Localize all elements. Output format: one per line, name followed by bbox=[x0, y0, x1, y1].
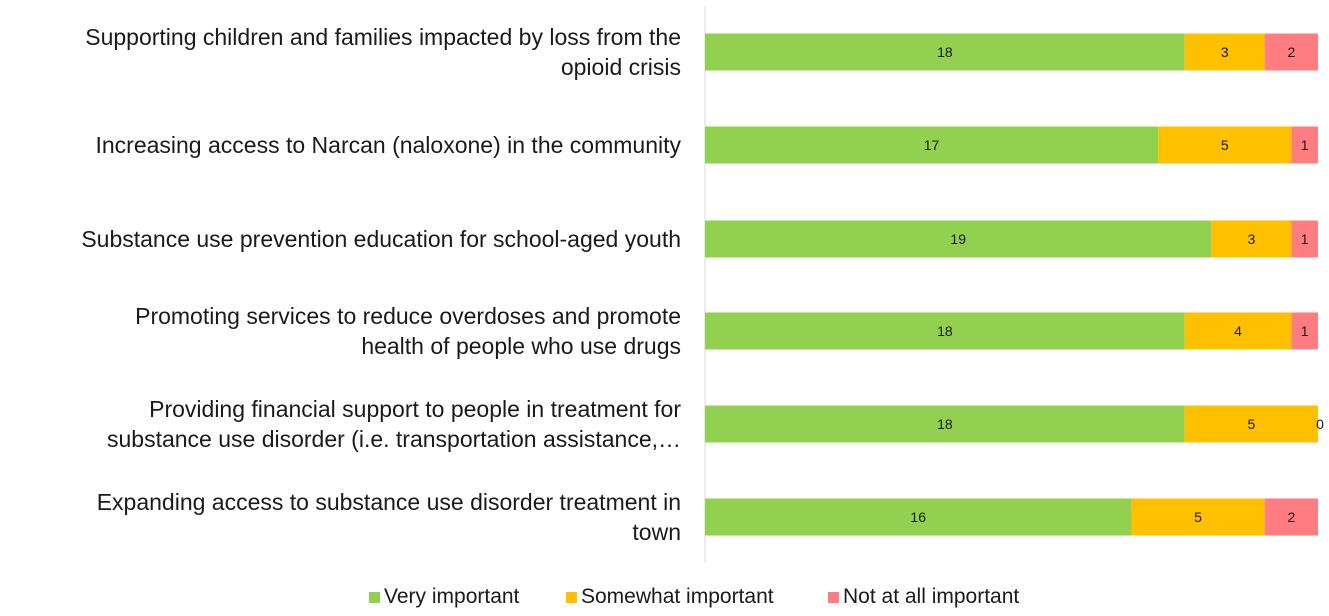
bar-segment-somewhat-important bbox=[1158, 126, 1292, 164]
bar-segment-somewhat-important bbox=[1211, 220, 1292, 258]
legend-swatch bbox=[566, 592, 577, 603]
bar-segments bbox=[705, 33, 1318, 536]
data-label: 18 bbox=[937, 416, 953, 432]
bar-segment-not-at-all-important bbox=[1291, 312, 1318, 350]
bar-segment-somewhat-important bbox=[1184, 312, 1292, 350]
data-label: 19 bbox=[950, 231, 966, 247]
legend-label: Very important bbox=[384, 585, 520, 608]
data-label: 3 bbox=[1247, 231, 1255, 247]
data-label: 2 bbox=[1287, 509, 1295, 525]
data-label: 2 bbox=[1287, 44, 1295, 60]
data-label: 1 bbox=[1301, 323, 1309, 339]
bar-segment-very-important bbox=[705, 33, 1185, 71]
legend-swatch bbox=[369, 592, 380, 603]
bar-segment-very-important bbox=[705, 498, 1132, 536]
category-label-line: Increasing access to Narcan (naloxone) i… bbox=[95, 132, 681, 158]
bar-segment-not-at-all-important bbox=[1264, 498, 1318, 536]
legend-swatch bbox=[828, 592, 839, 603]
data-label: 1 bbox=[1301, 137, 1309, 153]
bar-segment-somewhat-important bbox=[1184, 405, 1318, 443]
data-label: 1 bbox=[1301, 231, 1309, 247]
category-label: Substance use prevention education for s… bbox=[81, 226, 681, 252]
data-label: 5 bbox=[1221, 137, 1229, 153]
bar-segment-somewhat-important bbox=[1184, 33, 1265, 71]
data-label: 16 bbox=[910, 509, 926, 525]
category-label-line: Supporting children and families impacte… bbox=[85, 24, 681, 50]
category-label-line: substance use disorder (i.e. transportat… bbox=[107, 426, 681, 452]
category-label-line: Expanding access to substance use disord… bbox=[97, 489, 681, 515]
category-label: Increasing access to Narcan (naloxone) i… bbox=[95, 132, 681, 158]
data-labels: 18 3 2 17 5 1 19 3 1 18 4 1 18 5 0 16 5 2 bbox=[910, 44, 1324, 525]
data-label: 5 bbox=[1194, 509, 1202, 525]
category-label-line: town bbox=[632, 519, 681, 545]
data-label: 0 bbox=[1316, 416, 1324, 432]
category-label-line: health of people who use drugs bbox=[361, 333, 681, 359]
category-label: Promoting services to reduce overdoses a… bbox=[135, 303, 681, 359]
bar-segment-not-at-all-important bbox=[1291, 126, 1318, 164]
category-labels: Supporting children and families impacte… bbox=[81, 24, 681, 545]
data-label: 18 bbox=[937, 44, 953, 60]
legend-label: Not at all important bbox=[843, 585, 1019, 608]
category-label: Supporting children and families impacte… bbox=[85, 24, 681, 80]
bar-segment-very-important bbox=[705, 126, 1159, 164]
data-label: 5 bbox=[1247, 416, 1255, 432]
category-label-line: Promoting services to reduce overdoses a… bbox=[135, 303, 681, 329]
bar-segment-very-important bbox=[705, 405, 1185, 443]
legend: Very important Somewhat important Not at a… bbox=[369, 585, 1019, 608]
bar-segment-somewhat-important bbox=[1131, 498, 1265, 536]
category-label: Providing financial support to people in… bbox=[107, 396, 681, 452]
legend-label: Somewhat important bbox=[581, 585, 774, 608]
data-label: 3 bbox=[1221, 44, 1229, 60]
data-label: 17 bbox=[924, 137, 940, 153]
data-label: 4 bbox=[1234, 323, 1242, 339]
category-label-line: Substance use prevention education for s… bbox=[81, 226, 681, 252]
bar-segment-not-at-all-important bbox=[1264, 33, 1318, 71]
data-label: 18 bbox=[937, 323, 953, 339]
category-label-line: opioid crisis bbox=[561, 54, 681, 80]
bar-segment-very-important bbox=[705, 220, 1212, 258]
bar-segment-not-at-all-important bbox=[1291, 220, 1318, 258]
bar-segment-very-important bbox=[705, 312, 1185, 350]
category-label: Expanding access to substance use disord… bbox=[97, 489, 681, 545]
category-label-line: Providing financial support to people in… bbox=[149, 396, 681, 422]
